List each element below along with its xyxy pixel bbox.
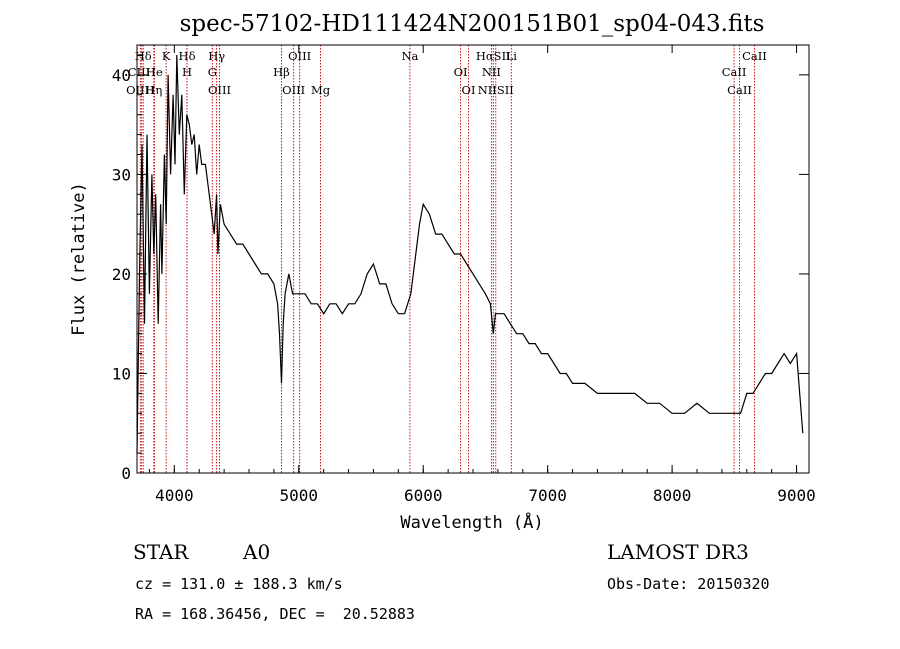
line-markers [139,45,755,473]
marker-label: K [162,49,171,63]
x-axis: 4000 5000 6000 7000 8000 9000 [148,45,816,505]
observation-date: Obs-Date: 20150320 [607,575,770,593]
marker-label: Li [506,49,518,63]
object-class: STAR [133,540,189,564]
marker-label: OIII [208,83,231,97]
y-axis: 0 10 20 30 40 [112,54,809,483]
y-tick-label: 40 [112,66,131,85]
marker-label: Hδ [135,49,152,63]
marker-label: Hδ [179,49,196,63]
marker-label: Hη [145,83,162,97]
x-tick-label: 9000 [777,486,816,505]
redshift-cz: cz = 131.0 ± 188.3 km/s [135,575,343,593]
marker-label: Hβ [273,65,290,79]
spectrum-line [136,54,804,454]
marker-label: CaII [727,83,752,97]
x-tick-label: 5000 [280,486,319,505]
marker-label: OI [454,65,468,79]
marker-label: NII [482,65,501,79]
marker-label: CIIH [128,65,156,79]
marker-label: Na [401,49,418,63]
marker-label: CaII [722,65,747,79]
marker-label: G [208,65,217,79]
chart-title: spec-57102-HD111424N200151B01_sp04-043.f… [180,11,765,37]
x-tick-label: 4000 [155,486,194,505]
object-subclass: A0 [243,540,271,564]
x-tick-label: 8000 [653,486,692,505]
y-tick-label: 30 [112,165,131,184]
plot-frame [136,44,810,474]
x-axis-label: Wavelength (Å) [400,511,543,533]
y-tick-label: 20 [112,265,131,284]
marker-label: OI [462,83,476,97]
marker-label: He [146,65,163,79]
marker-label: H [182,65,192,79]
marker-label: OIII [288,49,311,63]
marker-label: OIII [282,83,305,97]
survey-name: LAMOST DR3 [607,540,749,564]
x-tick-label: 6000 [404,486,443,505]
marker-label: HαSII [476,49,511,63]
y-tick-label: 0 [121,464,131,483]
x-tick-label: 7000 [528,486,567,505]
coordinates: RA = 168.36456, DEC = 20.52883 [135,605,415,623]
y-tick-label: 10 [112,364,131,383]
marker-label: CaII [742,49,767,63]
marker-label: NIISII [478,83,514,97]
marker-label: Hγ [208,49,225,63]
marker-label: OIIH [126,83,155,97]
line-marker-labels: Hδ CIIH OIIH K He Hη Hδ H OIII Hγ G OIII OIII Hβ Mg Na O… [126,49,767,97]
y-axis-label: Flux (relative) [69,182,89,336]
marker-label: Mg [311,83,331,97]
